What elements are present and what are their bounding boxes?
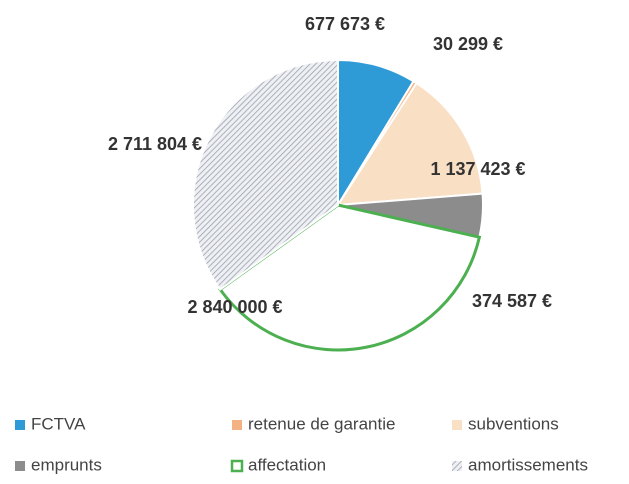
- pie-slice: [336, 81, 484, 207]
- legend-label: emprunts: [31, 455, 102, 474]
- data-label: 677 673 €: [305, 14, 385, 34]
- legend-swatch: [230, 459, 244, 473]
- legend-swatch: [15, 420, 25, 430]
- data-label: 2 711 804 €: [108, 134, 202, 154]
- legend-swatch: [232, 420, 242, 430]
- legend-swatch: [15, 461, 25, 471]
- legend-label: affectation: [248, 455, 326, 474]
- legend-label: retenue de garantie: [248, 414, 395, 433]
- data-label: 374 587 €: [472, 291, 552, 311]
- pie-slice: [218, 203, 482, 352]
- legend-swatch: [452, 420, 462, 430]
- data-label: 30 299 €: [433, 34, 503, 54]
- data-label: 2 840 000 €: [187, 297, 282, 317]
- pie-slice: [192, 58, 339, 291]
- legend-label: FCTVA: [31, 414, 86, 433]
- legend-swatch: [452, 461, 462, 471]
- legend-label: amortissements: [468, 455, 588, 474]
- data-label: 1 137 423 €: [430, 159, 525, 179]
- legend-label: subventions: [468, 414, 559, 433]
